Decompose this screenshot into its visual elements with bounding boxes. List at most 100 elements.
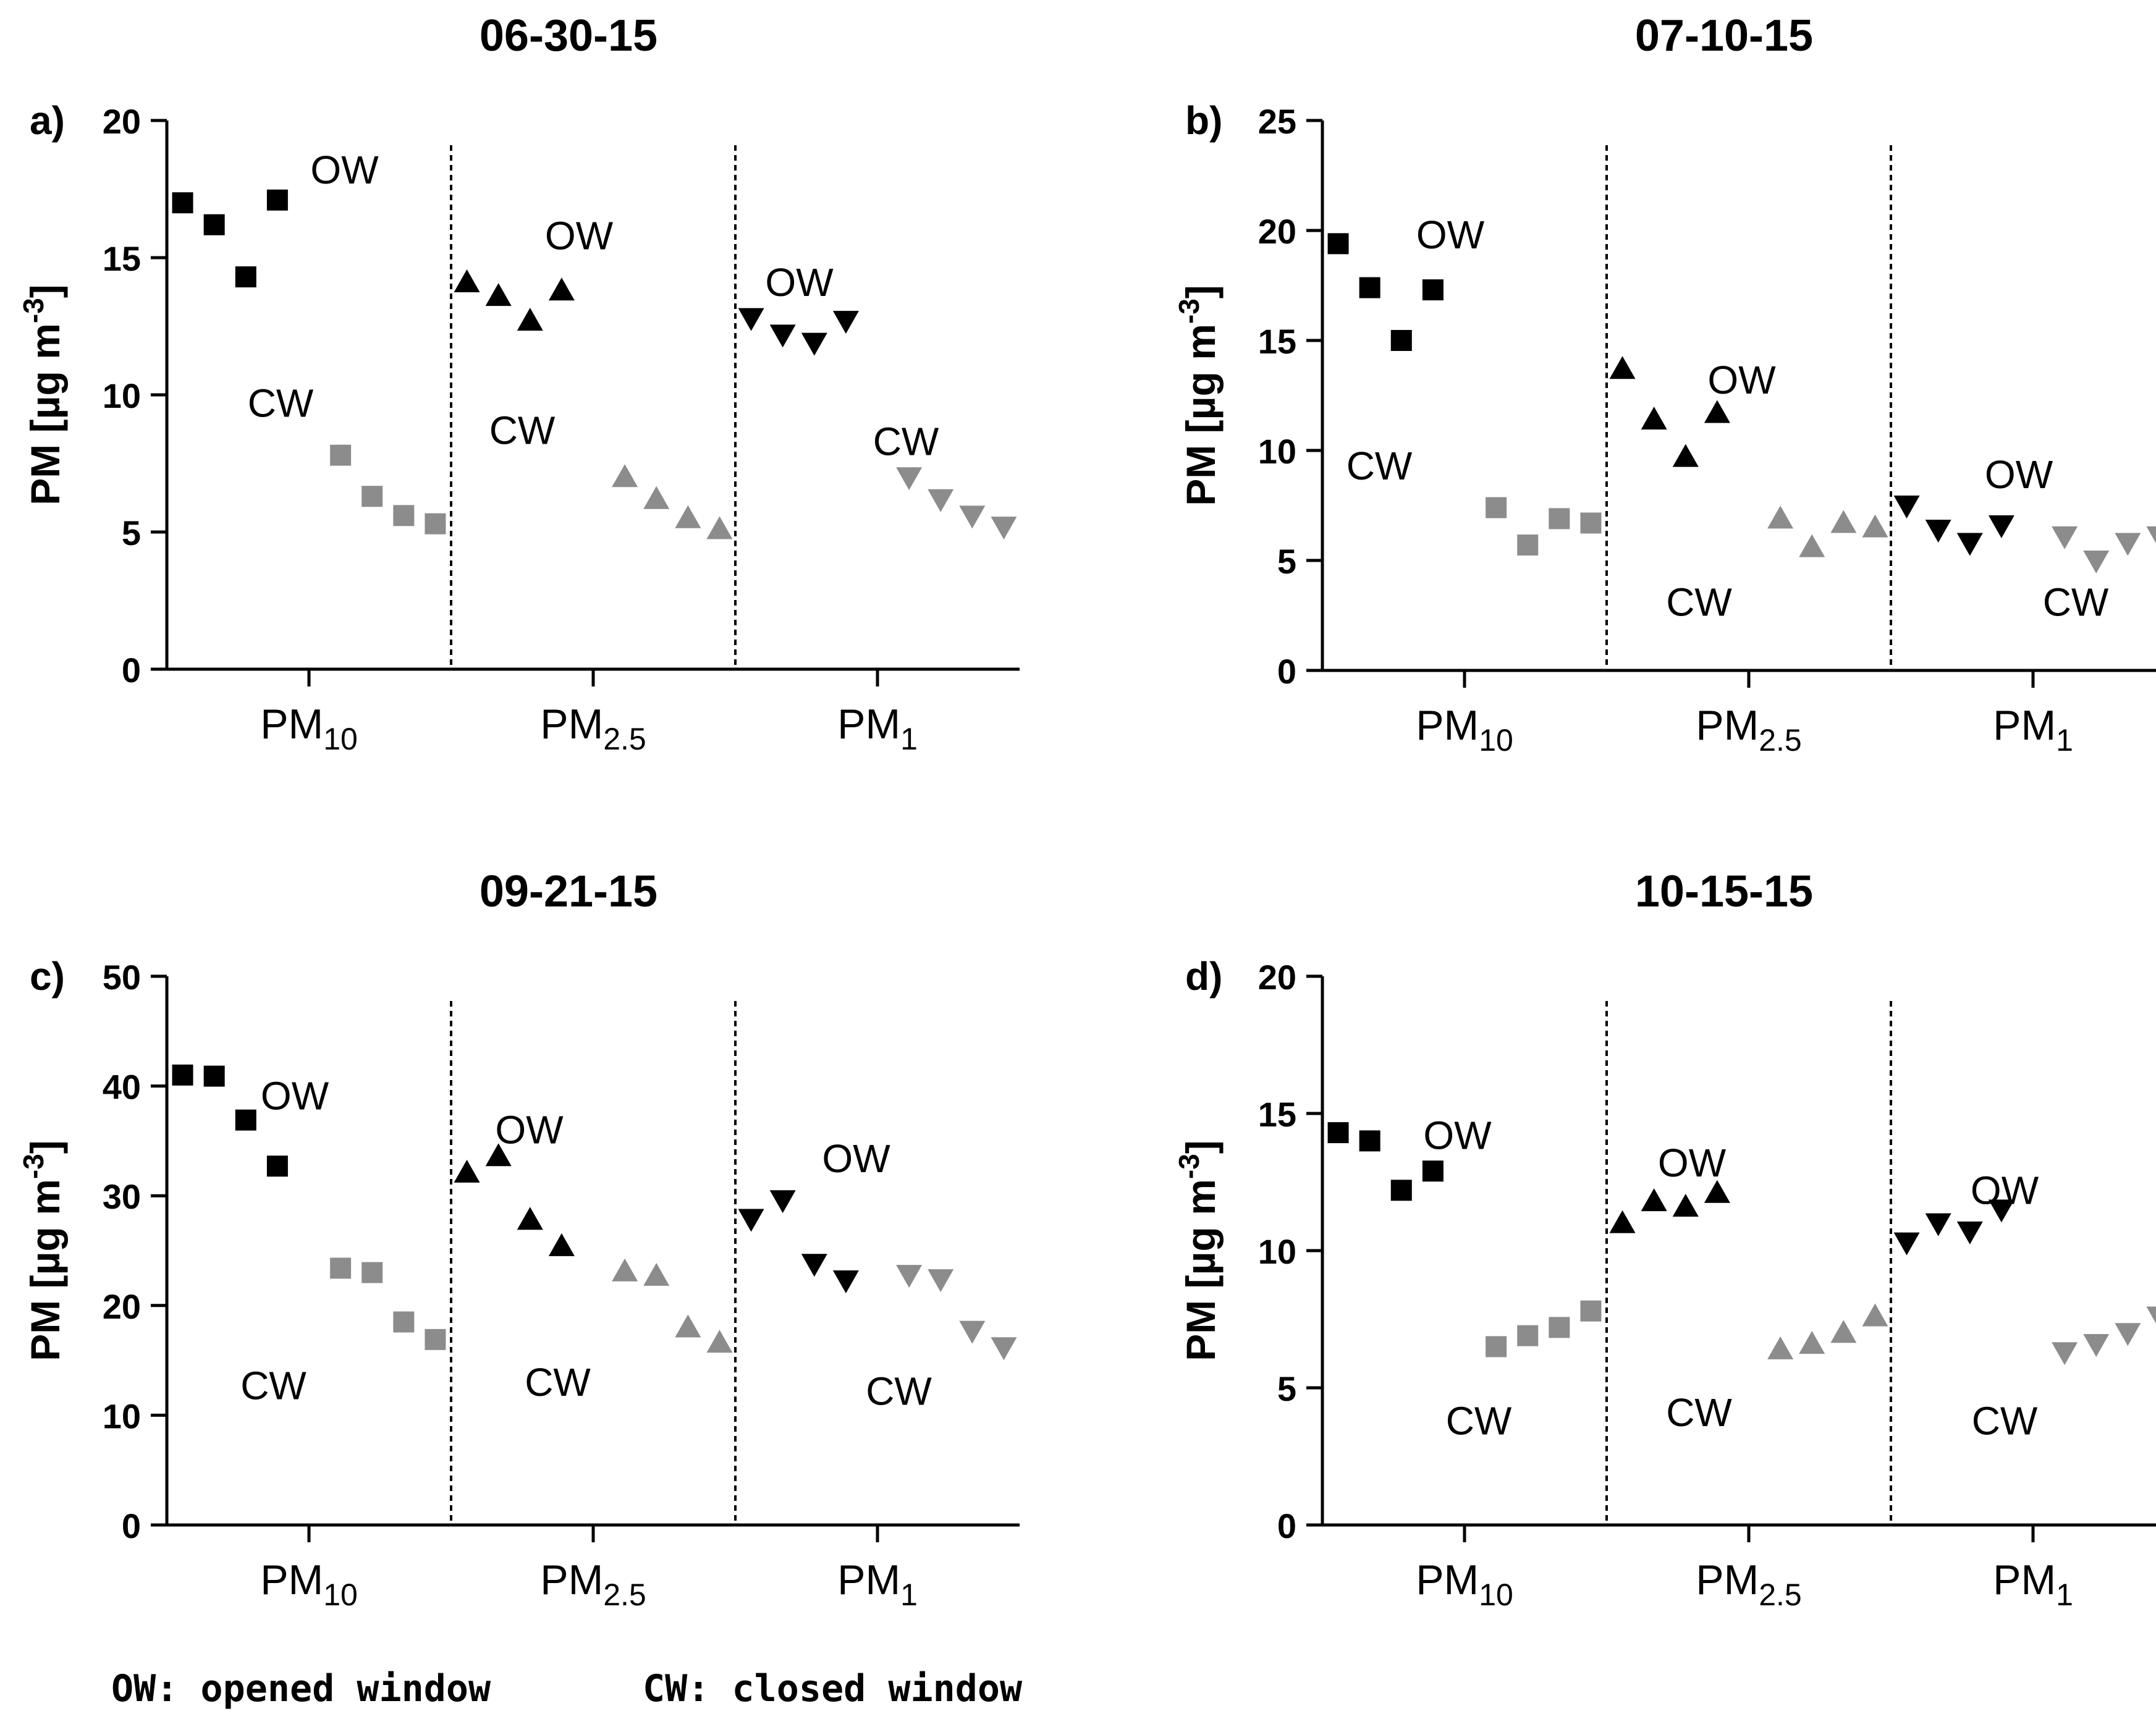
data-point-closed bbox=[2083, 551, 2110, 573]
chart-title: 07-10-15 bbox=[1635, 11, 1813, 61]
y-tick-label: 5 bbox=[1277, 542, 1296, 581]
data-point-open bbox=[1327, 233, 1349, 255]
data-point-open bbox=[1704, 1180, 1730, 1203]
data-point-closed bbox=[1549, 508, 1570, 530]
y-tick-label: 50 bbox=[103, 958, 141, 997]
data-point-open bbox=[1925, 520, 1951, 543]
annotation-cw: CW bbox=[873, 419, 939, 463]
x-tick-label: PM10 bbox=[1416, 1556, 1513, 1612]
data-point-open bbox=[454, 1159, 480, 1183]
panel-label: b) bbox=[1185, 98, 1222, 143]
panel-label: a) bbox=[30, 98, 65, 143]
annotation-cw: CW bbox=[248, 381, 314, 425]
annotation-cw: CW bbox=[525, 1360, 591, 1404]
data-point-open bbox=[1925, 1213, 1951, 1236]
data-point-closed bbox=[675, 505, 701, 528]
data-point-closed bbox=[896, 467, 923, 491]
y-tick-label: 10 bbox=[103, 1396, 141, 1435]
data-point-open bbox=[172, 1064, 193, 1086]
data-point-closed bbox=[1862, 1303, 1888, 1327]
x-tick-label: PM1 bbox=[837, 701, 918, 756]
annotation-cw: CW bbox=[1972, 1398, 2038, 1443]
data-point-closed bbox=[1862, 514, 1888, 538]
y-tick-label: 30 bbox=[103, 1177, 141, 1216]
data-point-open bbox=[1988, 515, 2014, 539]
data-point-closed bbox=[928, 1269, 954, 1293]
chart-title: 10-15-15 bbox=[1635, 867, 1813, 916]
y-tick-label: 20 bbox=[103, 1287, 141, 1326]
data-point-closed bbox=[928, 489, 954, 512]
data-point-open bbox=[266, 1155, 288, 1177]
data-point-open bbox=[1609, 1210, 1636, 1233]
data-point-open bbox=[517, 1207, 543, 1230]
data-point-closed bbox=[706, 516, 733, 539]
annotation-ow: OW bbox=[822, 1136, 890, 1181]
data-point-open bbox=[1359, 1130, 1380, 1152]
data-point-open bbox=[832, 1270, 859, 1293]
data-point-open bbox=[548, 1233, 575, 1256]
y-tick-label: 20 bbox=[1258, 212, 1296, 251]
data-point-closed bbox=[991, 517, 1017, 540]
x-tick-label: PM1 bbox=[1993, 1556, 2073, 1612]
y-tick-label: 5 bbox=[1277, 1369, 1296, 1408]
y-tick-label: 10 bbox=[103, 376, 141, 415]
annotation-ow: OW bbox=[1985, 452, 2053, 497]
data-point-open bbox=[485, 1143, 512, 1167]
data-point-closed bbox=[1799, 1330, 1825, 1354]
data-point-open bbox=[738, 1209, 764, 1232]
data-point-open bbox=[266, 189, 288, 211]
data-point-closed bbox=[1580, 1300, 1602, 1322]
annotation-cw: CW bbox=[1666, 1390, 1732, 1435]
annotation-cw: CW bbox=[1346, 444, 1413, 488]
data-point-open bbox=[1359, 277, 1380, 298]
x-tick-label: PM2.5 bbox=[540, 701, 646, 756]
panel-label: d) bbox=[1185, 954, 1222, 999]
data-point-closed bbox=[2146, 1306, 2156, 1324]
data-point-open bbox=[454, 269, 480, 292]
chart-title: 09-21-15 bbox=[480, 867, 657, 916]
x-tick-label: PM1 bbox=[837, 1556, 918, 1612]
data-point-open bbox=[172, 192, 193, 214]
data-point-closed bbox=[896, 1265, 923, 1288]
data-point-closed bbox=[643, 486, 670, 509]
data-point-open bbox=[1422, 279, 1444, 301]
data-point-closed bbox=[2052, 526, 2078, 549]
data-point-open bbox=[1422, 1160, 1444, 1182]
data-point-closed bbox=[1486, 497, 1507, 518]
annotation-ow: OW bbox=[310, 148, 379, 192]
panel-label: c) bbox=[30, 954, 65, 999]
y-axis-label: PM [µg m-3] bbox=[1173, 1140, 1224, 1361]
y-tick-label: 40 bbox=[103, 1068, 141, 1107]
panel-c-chart: 09-21-15 c) PM [µg m-3] 0 10 20 30 40 50 PM10 OW CW… bbox=[17, 867, 1020, 1612]
data-point-open bbox=[1956, 533, 1983, 556]
data-point-closed bbox=[1580, 512, 1602, 534]
data-point-closed bbox=[361, 486, 383, 507]
data-point-open bbox=[801, 332, 827, 356]
data-point-open bbox=[1893, 1232, 1920, 1256]
data-point-open bbox=[1704, 400, 1730, 423]
annotation-cw: CW bbox=[489, 408, 556, 453]
data-point-open bbox=[1641, 407, 1667, 430]
data-point-closed bbox=[612, 464, 638, 488]
data-point-open bbox=[832, 311, 859, 334]
data-point-closed bbox=[393, 1311, 415, 1333]
annotation-cw: CW bbox=[1446, 1398, 1512, 1443]
data-point-closed bbox=[2115, 533, 2141, 556]
data-point-closed bbox=[1830, 1320, 1857, 1343]
x-tick-label: PM2.5 bbox=[1696, 702, 1802, 758]
data-point-open bbox=[1390, 1180, 1412, 1201]
data-point-closed bbox=[2083, 1333, 2110, 1357]
x-tick-label: PM10 bbox=[1416, 702, 1513, 758]
data-point-closed bbox=[425, 513, 446, 534]
y-tick-label: 15 bbox=[1258, 1095, 1296, 1134]
y-tick-label: 0 bbox=[1277, 1506, 1296, 1545]
annotation-ow: OW bbox=[261, 1074, 329, 1118]
data-point-open bbox=[738, 308, 764, 331]
annotation-ow: OW bbox=[1971, 1168, 2039, 1212]
data-point-closed bbox=[959, 1320, 986, 1344]
legend-cw: CW: closed window bbox=[643, 1667, 1023, 1710]
data-point-open bbox=[1641, 1188, 1667, 1212]
data-point-closed bbox=[330, 1257, 352, 1279]
data-point-closed bbox=[2052, 1342, 2078, 1366]
data-point-open bbox=[1956, 1221, 1983, 1244]
